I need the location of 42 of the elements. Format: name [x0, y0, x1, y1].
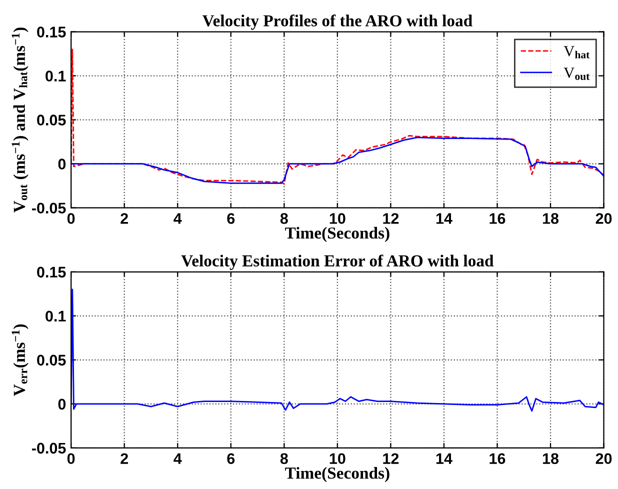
text: V$_{out}$ (ms$^{−1}$) and V$_{hat}$(ms$^{−1}$) — [12, 28, 28, 213]
y-tick-label: -0.05 — [32, 202, 66, 214]
x-tick-label: 16 — [490, 453, 506, 464]
x-tick-label: 6 — [227, 453, 235, 464]
x-tick-label: 6 — [227, 213, 235, 224]
line-series — [71, 136, 604, 184]
x-tick-label: 2 — [120, 453, 128, 464]
x-tick-label: 2 — [120, 213, 128, 224]
x-tick-label: 16 — [490, 213, 506, 224]
y-tick-label: 0.1 — [46, 70, 66, 82]
x-tick-label: 4 — [174, 453, 182, 464]
x-tick-label: 20 — [596, 453, 612, 464]
x-tick-label: 14 — [436, 213, 452, 224]
x-tick-label: 14 — [436, 453, 452, 464]
chart-title: Velocity Profiles of the ARO with load — [202, 14, 472, 30]
x-tick-label: 8 — [280, 453, 288, 464]
chart-title: Velocity Estimation Error of ARO with load — [181, 254, 494, 270]
x-tick-label: 12 — [383, 453, 399, 464]
x-tick-label: 18 — [542, 213, 559, 224]
y-tick-label: 0 — [58, 398, 66, 410]
x-tick-label: 8 — [280, 213, 288, 224]
y-tick-label: -0.05 — [32, 442, 66, 454]
legend-label: V$_{out}$ — [564, 68, 590, 80]
x-tick-label: 10 — [330, 453, 346, 464]
x-tick-label: 4 — [174, 213, 182, 224]
x-tick-label: 20 — [596, 213, 612, 224]
y-tick-label: 0.05 — [37, 354, 66, 366]
y-tick-label: 0.15 — [37, 266, 66, 278]
y-tick-label: 0 — [58, 158, 66, 170]
line-series — [71, 288, 604, 412]
y-tick-label: 0.05 — [37, 114, 66, 126]
x-tick-label: 0 — [67, 453, 75, 464]
y-axis-title: V$_{err}$(ms$^{−1}$) — [12, 324, 28, 396]
legend-label: V$_{hat}$ — [564, 46, 590, 58]
x-tick-label: 12 — [383, 213, 399, 224]
x-tick-label: 0 — [67, 213, 75, 224]
y-tick-label: 0.15 — [37, 26, 66, 38]
y-tick-label: 0.1 — [46, 310, 66, 322]
x-tick-label: 18 — [542, 453, 559, 464]
x-axis-title: Time(Seconds) — [285, 226, 390, 242]
x-tick-label: 10 — [330, 213, 346, 224]
x-axis-title: Time(Seconds) — [285, 467, 390, 482]
